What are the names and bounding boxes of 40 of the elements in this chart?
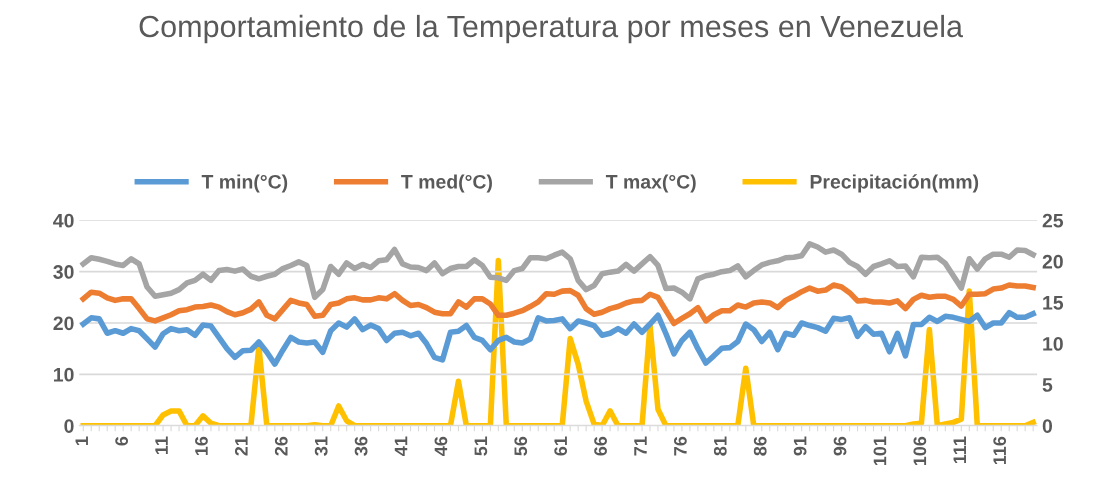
x-tick-label: 76 xyxy=(673,436,687,456)
x-tick-label: 11 xyxy=(155,436,168,455)
x-tick-label: 101 xyxy=(873,436,887,466)
y-tick-label: 20 xyxy=(53,316,74,331)
x-tick-label: 6 xyxy=(115,436,129,446)
x-tick-label: 66 xyxy=(594,436,607,456)
y2-tick-label: 10 xyxy=(1043,337,1063,351)
x-tick-label: 61 xyxy=(554,436,568,456)
y2-tick-label: 15 xyxy=(1043,296,1064,310)
y-tick-label: 0 xyxy=(64,419,74,433)
legend-label: T med(°C) xyxy=(401,174,492,193)
y-tick-label: 10 xyxy=(54,367,74,382)
x-tick-label: 96 xyxy=(833,436,847,456)
x-tick-label: 51 xyxy=(474,436,488,456)
legend-label: T min(°C) xyxy=(201,174,288,193)
x-tick-label: 26 xyxy=(274,436,288,456)
legend-label: T max(°C) xyxy=(605,174,696,193)
x-tick-label: 116 xyxy=(993,436,1007,465)
x-tick-label: 71 xyxy=(634,436,647,456)
x-tick-label: 1 xyxy=(75,436,88,446)
legend-label: Precipitación(mm) xyxy=(810,174,979,193)
y2-tick-label: 5 xyxy=(1042,378,1053,392)
x-tick-label: 81 xyxy=(713,436,727,456)
x-tick-label: 86 xyxy=(753,436,767,456)
x-tick-label: 21 xyxy=(234,436,248,456)
x-tick-label: 46 xyxy=(434,436,448,456)
x-tick-label: 56 xyxy=(514,436,528,456)
x-tick-label: 36 xyxy=(354,436,368,456)
y-tick-label: 30 xyxy=(53,265,74,279)
y2-tick-label: 25 xyxy=(1042,213,1064,228)
x-tick-label: 31 xyxy=(314,436,328,456)
y2-tick-label: 0 xyxy=(1042,419,1053,433)
x-tick-label: 16 xyxy=(195,436,208,456)
x-tick-label: 106 xyxy=(913,436,927,466)
x-tick-label: 111 xyxy=(953,436,966,464)
y-tick-label: 40 xyxy=(53,213,74,228)
chart-title: Comportamiento de la Temperatura por meses en Venezuela xyxy=(139,14,963,44)
x-tick-label: 41 xyxy=(394,436,408,456)
x-tick-label: 91 xyxy=(793,436,807,456)
y2-tick-label: 20 xyxy=(1042,254,1063,269)
